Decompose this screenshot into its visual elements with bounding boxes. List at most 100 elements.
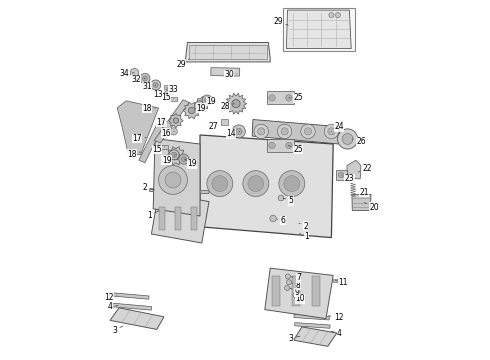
Circle shape xyxy=(243,171,269,197)
Polygon shape xyxy=(265,268,333,319)
Circle shape xyxy=(151,80,161,90)
Circle shape xyxy=(293,293,298,298)
Circle shape xyxy=(207,171,233,197)
Circle shape xyxy=(232,125,245,138)
Text: 14: 14 xyxy=(226,130,240,139)
Polygon shape xyxy=(252,120,340,144)
Text: 26: 26 xyxy=(352,138,366,147)
Text: 11: 11 xyxy=(335,278,348,287)
Circle shape xyxy=(328,128,335,135)
Circle shape xyxy=(164,90,171,97)
Text: 2: 2 xyxy=(299,222,308,231)
Circle shape xyxy=(329,13,334,18)
Polygon shape xyxy=(352,194,371,211)
Bar xyxy=(112,303,151,310)
Bar xyxy=(160,145,169,149)
Text: 29: 29 xyxy=(176,59,189,69)
Bar xyxy=(268,91,294,104)
Circle shape xyxy=(335,13,341,18)
Text: 33: 33 xyxy=(167,85,178,94)
Circle shape xyxy=(143,76,147,81)
Circle shape xyxy=(173,118,179,123)
Circle shape xyxy=(281,128,288,135)
Text: 24: 24 xyxy=(331,122,344,131)
Circle shape xyxy=(270,215,276,222)
Text: 25: 25 xyxy=(289,94,303,103)
Circle shape xyxy=(140,73,150,84)
Circle shape xyxy=(286,142,292,149)
Text: 4: 4 xyxy=(108,302,118,311)
Circle shape xyxy=(232,100,240,108)
Text: 21: 21 xyxy=(356,188,368,197)
Bar xyxy=(283,8,355,51)
Circle shape xyxy=(304,128,312,135)
Text: 17: 17 xyxy=(132,134,146,143)
Circle shape xyxy=(153,82,158,87)
Polygon shape xyxy=(169,113,183,128)
Bar xyxy=(336,170,346,180)
Text: 23: 23 xyxy=(342,174,354,183)
Bar xyxy=(111,293,149,299)
Polygon shape xyxy=(183,102,200,119)
Text: 8: 8 xyxy=(292,281,301,289)
Text: 7: 7 xyxy=(292,274,301,282)
Bar xyxy=(220,119,228,125)
Text: 1: 1 xyxy=(300,233,309,242)
Polygon shape xyxy=(139,120,165,163)
Circle shape xyxy=(195,101,205,111)
Text: 12: 12 xyxy=(104,292,117,302)
Bar xyxy=(268,139,294,152)
Bar xyxy=(159,207,165,230)
Circle shape xyxy=(172,152,179,159)
Polygon shape xyxy=(117,101,159,155)
Circle shape xyxy=(285,285,290,291)
Text: 19: 19 xyxy=(162,155,175,165)
Text: 31: 31 xyxy=(142,82,156,91)
Circle shape xyxy=(279,171,305,197)
Circle shape xyxy=(248,176,264,192)
Text: 3: 3 xyxy=(112,325,123,335)
Bar xyxy=(170,97,177,101)
Text: 2: 2 xyxy=(143,184,154,193)
Circle shape xyxy=(189,107,195,114)
Text: 10: 10 xyxy=(295,294,304,303)
Text: 19: 19 xyxy=(206,97,216,106)
Text: 22: 22 xyxy=(358,164,372,173)
Polygon shape xyxy=(186,42,270,62)
Bar xyxy=(191,207,197,230)
Polygon shape xyxy=(151,193,209,243)
Text: 15: 15 xyxy=(152,145,165,154)
Circle shape xyxy=(277,124,292,139)
Text: 6: 6 xyxy=(277,216,286,225)
Circle shape xyxy=(269,95,275,101)
Polygon shape xyxy=(286,10,351,49)
Text: 30: 30 xyxy=(224,70,237,79)
Text: 34: 34 xyxy=(120,69,134,78)
Bar xyxy=(164,85,171,89)
Circle shape xyxy=(338,172,344,178)
Text: 27: 27 xyxy=(209,122,221,131)
Text: 15: 15 xyxy=(161,94,174,103)
Text: 18: 18 xyxy=(142,104,156,113)
Bar xyxy=(149,189,209,194)
Polygon shape xyxy=(153,139,200,216)
Circle shape xyxy=(342,134,353,144)
Bar xyxy=(189,45,267,59)
Circle shape xyxy=(301,124,315,139)
Polygon shape xyxy=(166,147,186,165)
Circle shape xyxy=(285,274,291,279)
Text: 9: 9 xyxy=(290,288,300,297)
Circle shape xyxy=(172,152,176,157)
Circle shape xyxy=(254,124,269,139)
Bar xyxy=(292,276,300,306)
Circle shape xyxy=(169,150,179,160)
Text: 19: 19 xyxy=(196,104,206,113)
Polygon shape xyxy=(225,93,247,114)
Text: 32: 32 xyxy=(131,76,145,85)
Circle shape xyxy=(205,98,210,103)
Bar xyxy=(333,279,341,282)
Text: 20: 20 xyxy=(365,202,379,212)
Circle shape xyxy=(212,176,228,192)
Text: 1: 1 xyxy=(147,211,159,220)
Text: 17: 17 xyxy=(157,118,170,127)
